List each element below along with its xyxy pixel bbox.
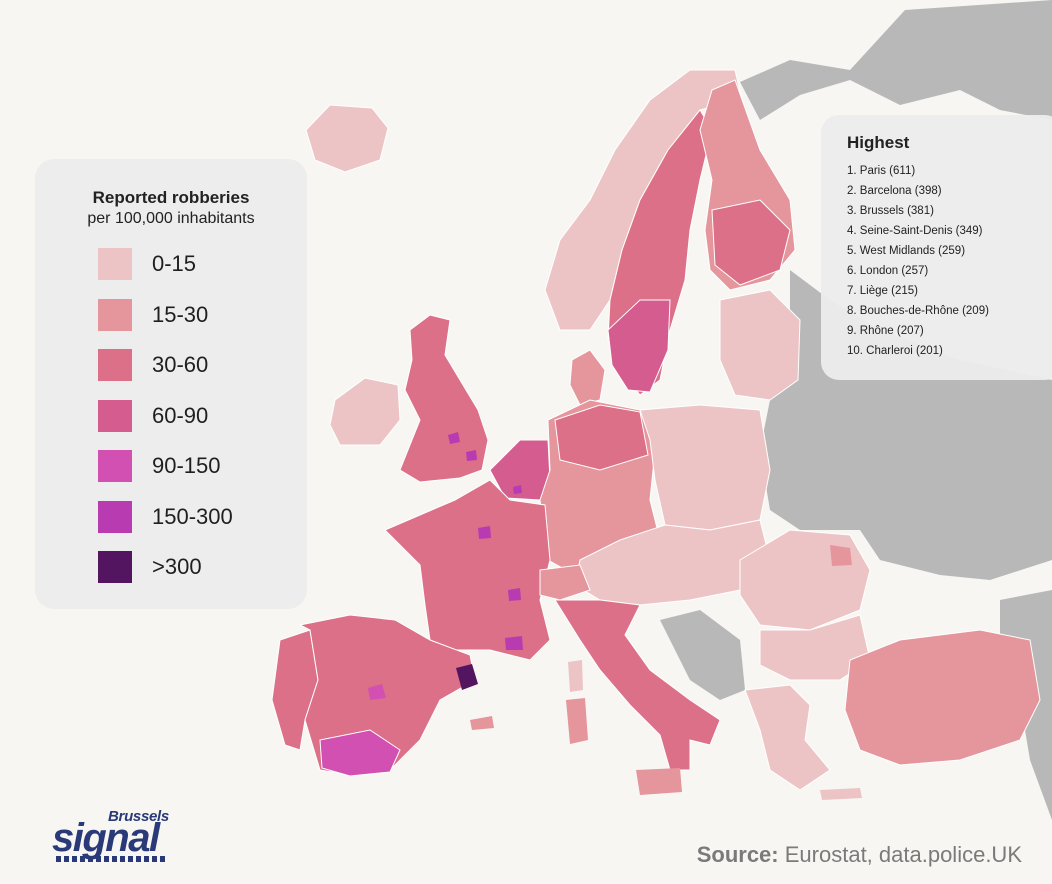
legend-swatch: [98, 248, 132, 280]
legend-label: 150-300: [152, 503, 233, 529]
source-text: Eurostat, data.police.UK: [784, 842, 1022, 867]
region-balearic: [470, 716, 494, 730]
legend-label: >300: [152, 554, 202, 579]
legend-swatch: [98, 551, 132, 583]
region-madrid: [368, 684, 386, 700]
legend-label: 60-90: [152, 402, 209, 428]
legend-label: 30-60: [152, 352, 209, 377]
region-west-midlands: [448, 432, 460, 444]
brand-main-text: signal: [52, 816, 160, 860]
source-label: Source:: [696, 842, 779, 867]
legend-row: 0-15: [98, 248, 196, 280]
highest-item: 4. Seine-Saint-Denis (349): [847, 225, 983, 237]
region-sweden-south: [607, 299, 671, 393]
region-corsica: [568, 660, 583, 692]
region-baltics: [719, 289, 801, 401]
region-paris: [478, 526, 491, 539]
highest-item: 9. Rhône (207): [847, 325, 924, 337]
legend-swatch: [98, 500, 132, 533]
brand-top-text: Brussels: [108, 808, 169, 825]
region-sicily: [636, 768, 682, 795]
highest-item: 7. Liège (215): [847, 285, 918, 297]
highest-item: 5. West Midlands (259): [847, 245, 966, 257]
region-turkey: [844, 629, 1041, 766]
region-denmark: [569, 349, 606, 406]
region-poland: [639, 404, 771, 531]
highest-item: 1. Paris (611): [847, 165, 916, 177]
legend-label: 90-150: [152, 453, 221, 478]
region-spain-south: [319, 729, 401, 777]
highest-item: 10. Charleroi (201): [847, 345, 943, 357]
highest-item: 6. London (257): [847, 265, 929, 277]
highest-title: Highest: [847, 133, 910, 152]
legend-row: >300: [98, 551, 202, 583]
legend-label: 0-15: [152, 251, 197, 276]
region-finland-south: [711, 199, 791, 286]
region-bouches-du-rhone: [505, 636, 523, 650]
brand-stripes: [56, 856, 166, 862]
legend-row: 150-300: [98, 500, 233, 533]
highest-item: 8. Bouches-de-Rhône (209): [847, 305, 989, 317]
highest-panel: Highest 1. Paris (611) 2. Barcelona (398)…: [821, 115, 1052, 380]
highest-list: 1. Paris (611) 2. Barcelona (398) 3. Bruss…: [847, 161, 989, 361]
region-ireland: [329, 377, 401, 446]
legend-row: 60-90: [98, 399, 209, 432]
brussels-signal-logo: Brussels signal: [52, 808, 192, 864]
region-france: [384, 479, 551, 661]
region-london: [466, 450, 477, 461]
legend-subtitle: per 100,000 inhabitants: [87, 210, 255, 227]
region-sardinia: [566, 698, 588, 744]
region-italy: [554, 599, 721, 771]
region-brussels: [513, 485, 522, 494]
region-great-britain: [399, 314, 489, 483]
region-crete: [820, 788, 862, 800]
legend-swatch: [98, 298, 132, 331]
legend-label: 15-30: [152, 301, 209, 327]
region-greece: [744, 684, 831, 791]
region-balkans-non-eu: [660, 610, 745, 700]
region-iceland: [305, 104, 389, 173]
region-rhone: [508, 588, 521, 601]
region-romania-hotspot: [830, 545, 852, 566]
region-germany-north: [554, 404, 649, 471]
legend-title: Reported robberies: [92, 188, 250, 207]
source-credit: Source: Eurostat, data.police.UK: [697, 842, 1022, 868]
highest-item: 2. Barcelona (398): [847, 185, 942, 197]
region-russia-north: [740, 0, 1052, 120]
legend-swatch: [98, 450, 132, 482]
legend-swatch: [98, 349, 132, 381]
legend-row: 90-150: [98, 450, 221, 482]
legend-panel: Reported robberies per 100,000 inhabitan…: [36, 160, 306, 608]
region-barcelona: [456, 664, 478, 690]
region-switzerland: [539, 564, 591, 601]
legend-swatch: [98, 399, 132, 432]
legend-row: 30-60: [98, 349, 208, 381]
highest-item: 3. Brussels (381): [847, 205, 934, 217]
legend-row: 15-30: [98, 298, 209, 331]
